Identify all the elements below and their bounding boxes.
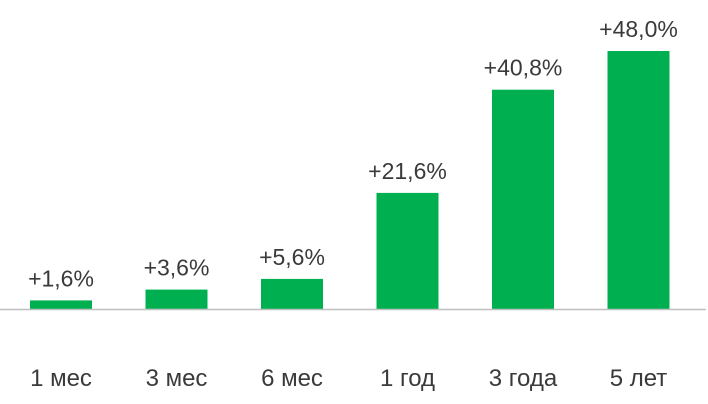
data-label-4: +40,8%: [484, 55, 563, 81]
x-tick-label-5: 5 лет: [610, 365, 668, 392]
value-labels-group: +1,6% +3,6% +5,6% +21,6% +40,8% +48,0%: [28, 16, 678, 291]
x-tick-label-2: 6 мес: [261, 365, 323, 392]
bar-2: [261, 278, 323, 309]
x-tick-label-0: 1 мес: [30, 365, 92, 392]
x-tick-label-1: 3 мес: [146, 365, 208, 392]
bar-1: [145, 289, 208, 309]
x-tick-label-3: 1 год: [380, 365, 435, 392]
data-label-5: +48,0%: [599, 16, 678, 42]
bars-group: [30, 51, 670, 309]
data-label-0: +1,6%: [28, 265, 94, 291]
x-tick-label-4: 3 года: [489, 365, 558, 392]
x-tick-labels-group: 1 мес 3 мес 6 мес 1 год 3 года 5 лет: [30, 365, 667, 392]
data-label-1: +3,6%: [144, 255, 210, 281]
bar-5: [607, 51, 670, 309]
data-label-3: +21,6%: [368, 158, 447, 184]
bar-3: [376, 192, 439, 309]
bar-4: [492, 89, 554, 309]
data-label-2: +5,6%: [259, 244, 325, 270]
bar-0: [30, 300, 92, 309]
